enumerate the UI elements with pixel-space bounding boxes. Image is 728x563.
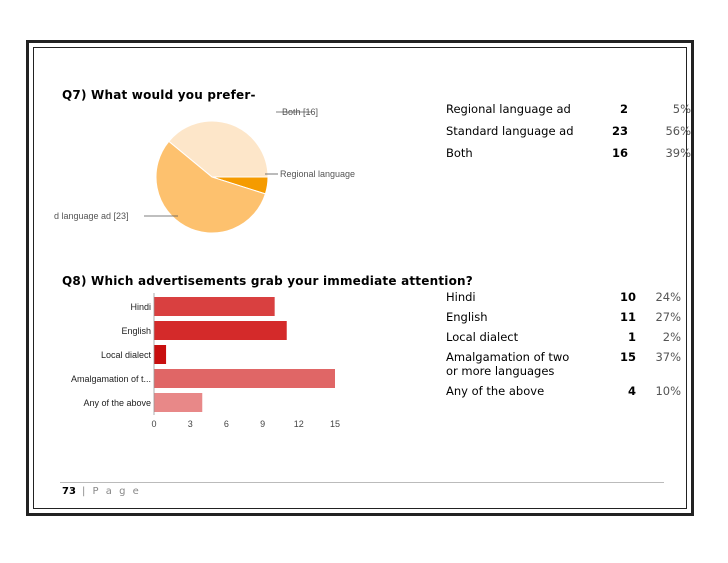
q8-row-label-line2: or more languages	[446, 364, 555, 378]
bar-x-tick: 12	[294, 419, 304, 429]
q8-row-count: 15	[619, 350, 636, 364]
bar-category-label: Local dialect	[101, 350, 152, 360]
page-border-outer	[26, 40, 694, 516]
q8-row-label: Hindi	[446, 290, 476, 304]
q8-row-label: Local dialect	[446, 330, 519, 344]
footer-divider	[60, 482, 664, 483]
pie-label-standard: d language ad [23]	[54, 211, 129, 221]
page-border-inner	[33, 47, 687, 509]
q7-table: Regional language ad 2 5% Standard langu…	[446, 102, 696, 172]
q8-row-count: 11	[619, 310, 636, 324]
q7-row-count: 2	[619, 102, 628, 116]
q8-row-label: Any of the above	[446, 384, 545, 398]
bar-category-label: English	[121, 326, 151, 336]
q8-row-count: 10	[619, 290, 636, 304]
bar-1	[154, 321, 287, 340]
q8-row-label: Amalgamation of two	[446, 350, 570, 364]
pie-slice-standard-language-ad	[155, 140, 267, 234]
q7-row-pct: 56%	[665, 124, 691, 138]
bar-category-label: Amalgamation of t...	[71, 374, 151, 384]
q7-title: Q7) What would you prefer-	[62, 88, 256, 102]
q8-row-label: English	[446, 310, 488, 324]
bar-3	[154, 369, 335, 388]
q8-row-pct: 37%	[655, 350, 681, 364]
bar-2	[154, 345, 167, 364]
bar-0	[154, 297, 275, 316]
pie-slice-both	[168, 120, 269, 178]
bar-x-tick: 6	[224, 419, 229, 429]
q7-row-count: 16	[611, 146, 628, 160]
q7-row-pct: 39%	[665, 146, 691, 160]
q7-row-label: Standard language ad	[446, 124, 574, 138]
bar-x-tick: 9	[260, 419, 265, 429]
q7-row-count: 23	[611, 124, 628, 138]
q8-row-pct: 2%	[662, 330, 681, 344]
q8-row-pct: 27%	[655, 310, 681, 324]
bar-x-tick: 15	[330, 419, 340, 429]
q8-row-count: 4	[627, 384, 636, 398]
q7-row-pct: 5%	[672, 102, 691, 116]
bar-x-tick: 0	[151, 419, 156, 429]
bar-4	[154, 393, 203, 412]
pie-label-regional: Regional language	[280, 169, 355, 179]
bar-category-label: Hindi	[130, 302, 151, 312]
q8-row-pct: 10%	[655, 384, 681, 398]
q7-pie-chart: Both [16] Regional language d language a…	[54, 107, 355, 234]
page-label: | P a g e	[82, 486, 141, 497]
bar-x-tick: 3	[188, 419, 193, 429]
q8-row-count: 1	[627, 330, 636, 344]
q8-bar-chart: Hindi English Local dialect Amalgamation of…	[71, 293, 340, 429]
q8-row-pct: 24%	[655, 290, 681, 304]
bar-category-label: Any of the above	[83, 398, 151, 408]
pie-label-both: Both [16]	[282, 107, 318, 117]
page-number: 73	[62, 486, 76, 497]
q7-row-label: Both	[446, 146, 473, 160]
q8-title: Q8) Which advertisements grab your immed…	[62, 274, 473, 288]
q7-row-label: Regional language ad	[446, 102, 571, 116]
q8-table: Hindi 10 24% English 11 27% Local dialec…	[446, 290, 696, 410]
